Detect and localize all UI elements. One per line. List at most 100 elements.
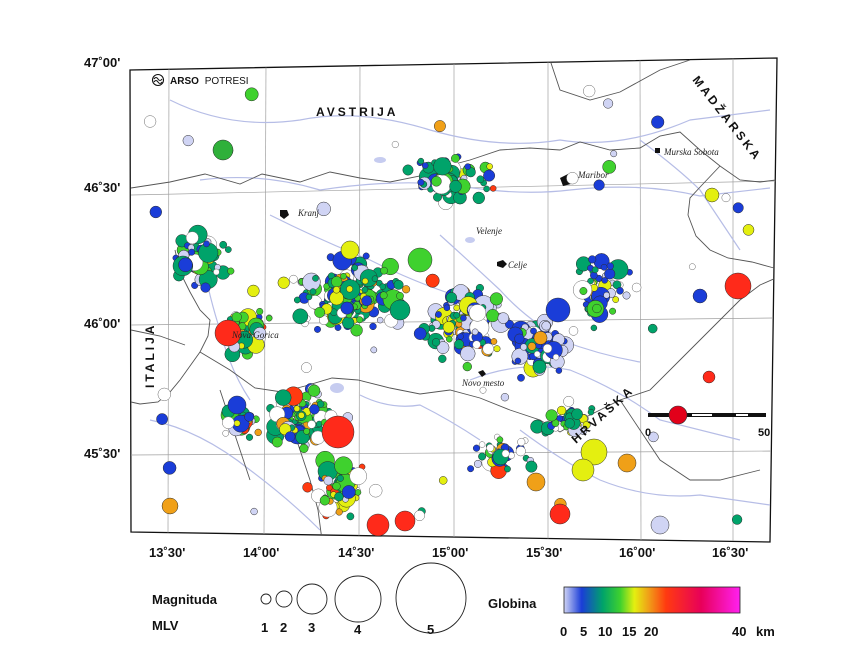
earthquake-marker [342, 316, 355, 329]
lat-label-47-00: 47˚00' [84, 55, 120, 70]
earthquake-marker [517, 373, 525, 382]
earthquake-marker [402, 164, 414, 176]
earthquake-marker [617, 453, 637, 473]
earthquake-marker [526, 472, 546, 492]
city-labels: Murska Sobota Maribor Velenje Kranj Celj… [231, 147, 719, 388]
earthquake-marker [302, 482, 313, 493]
earthquake-marker [433, 157, 452, 176]
earthquake-marker [514, 357, 522, 365]
depth-color-bar [563, 586, 741, 614]
earthquake-marker [351, 264, 359, 271]
earthquake-marker [326, 484, 333, 492]
earthquake-marker [265, 314, 273, 322]
earthquake-marker [331, 276, 343, 288]
scale-start: 0 [645, 427, 651, 439]
earthquake-marker [393, 279, 404, 290]
magnitude-circle-1 [260, 593, 272, 605]
earthquake-marker [552, 353, 560, 361]
earthquake-marker [721, 193, 731, 203]
earthquake-marker [303, 427, 310, 435]
earthquake-marker [486, 443, 495, 452]
earthquake-marker [449, 180, 462, 193]
earthquake-marker [417, 178, 425, 186]
earthquake-marker [319, 495, 330, 506]
earthquake-marker [501, 449, 510, 458]
city-label-maribor: Maribor [577, 170, 609, 180]
earthquake-marker [478, 441, 486, 448]
earthquake-marker [346, 512, 355, 521]
depth-tick-15: 15 [622, 624, 636, 639]
earthquake-marker [648, 431, 659, 443]
country-label-austria: AVSTRIJA [316, 105, 398, 119]
earthquake-marker [250, 507, 258, 516]
earthquake-marker [305, 293, 313, 301]
longitude-labels: 13˚30' 14˚00' 14˚30' 15˚00' 15˚30' 16˚00… [149, 545, 748, 560]
earthquake-marker [533, 350, 541, 358]
earthquake-marker [651, 115, 665, 129]
earthquake-marker [590, 324, 598, 332]
scale-bar: 0 50 [645, 405, 770, 439]
earthquake-marker [361, 295, 373, 307]
arso-potresi-logo: ARSO POTRESI [151, 73, 249, 87]
earthquake-marker [433, 120, 446, 133]
earthquake-marker [582, 421, 591, 429]
magnitude-title: Magnituda [152, 592, 218, 607]
earthquake-marker [302, 272, 321, 292]
earthquake-marker [253, 327, 267, 341]
earthquake-marker [293, 296, 301, 304]
earthquake-marker [200, 282, 211, 293]
earthquake-marker [354, 489, 362, 496]
earthquake-marker [517, 437, 526, 447]
earthquake-marker [361, 277, 369, 285]
earthquake-marker [457, 333, 464, 340]
svg-text:ARSO POTRESI: ARSO POTRESI [170, 76, 249, 87]
earthquake-marker [542, 343, 553, 354]
lon-label-16-30: 16˚30' [712, 545, 748, 560]
earthquake-marker [203, 240, 210, 248]
earthquake-marker [563, 395, 575, 407]
borders [130, 59, 777, 541]
earthquake-marker [371, 275, 379, 282]
earthquake-marker [515, 446, 526, 457]
earthquake-marker [292, 308, 309, 325]
earthquake-marker [254, 428, 262, 437]
earthquake-marker [435, 311, 442, 318]
earthquake-marker [453, 311, 460, 319]
earthquake-marker [421, 162, 429, 169]
earthquake-marker [471, 328, 479, 336]
earthquake-marker [245, 433, 254, 441]
earthquake-marker [312, 274, 319, 282]
earthquake-marker [472, 340, 481, 349]
earthquake-marker [575, 256, 592, 272]
earthquake-marker [525, 460, 538, 473]
latitude-labels: 47˚00' 46˚30' 46˚00' 45˚30' [84, 55, 120, 461]
earthquake-marker [414, 510, 425, 522]
earthquake-marker [309, 288, 317, 295]
earthquake-marker [227, 267, 235, 275]
earthquake-marker [321, 415, 355, 449]
city-label-celje: Celje [508, 260, 527, 270]
earthquake-marker [396, 292, 404, 300]
earthquake-marker [433, 192, 442, 202]
earthquake-marker [731, 514, 743, 525]
magnitude-unit: MLV [152, 618, 179, 633]
city-label-velenje: Velenje [476, 226, 502, 236]
city-label-murska-sobota: Murska Sobota [663, 147, 719, 157]
earthquake-marker [504, 465, 511, 473]
earthquake-marker [587, 277, 594, 285]
lon-label-14-00: 14˚00' [243, 545, 279, 560]
depth-unit: km [756, 624, 775, 639]
depth-tick-40: 40 [732, 624, 746, 639]
earthquake-marker [413, 327, 427, 340]
earthquake-marker [307, 420, 316, 429]
lon-label-14-30: 14˚30' [338, 545, 374, 560]
earthquake-marker [601, 277, 608, 284]
earthquake-marker [391, 140, 399, 149]
lon-label-15-30: 15˚30' [526, 545, 562, 560]
magnitude-label-5: 5 [427, 622, 434, 637]
earthquake-marker [468, 304, 487, 322]
magnitude-label-3: 3 [308, 620, 315, 635]
city-label-kranj: Kranj [297, 208, 320, 218]
